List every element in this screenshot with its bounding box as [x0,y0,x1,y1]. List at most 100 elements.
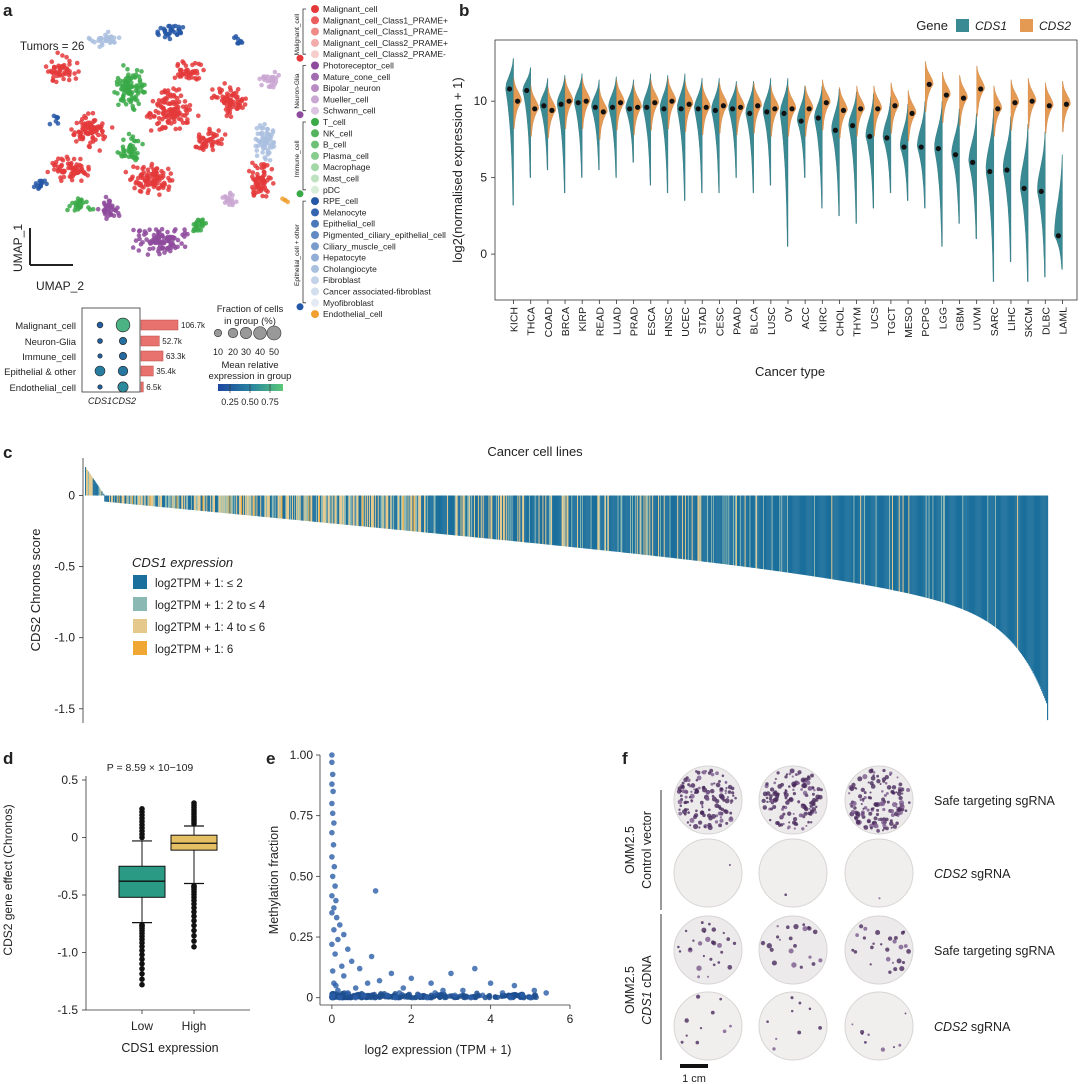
waterfall-bar [714,495,716,564]
waterfall-bar [358,495,360,527]
violin-cds1 [659,74,669,194]
waterfall-bar [845,495,847,582]
waterfall-bar [947,495,949,605]
umap-point [60,53,65,58]
scatter-point [332,951,338,957]
scatter-point [392,994,399,1001]
waterfall-bar [709,495,712,563]
umap-point [69,127,74,132]
waterfall-bar [130,495,132,505]
waterfall-bar [692,495,694,561]
waterfall-bar [206,495,208,512]
waterfall-bar [136,495,138,505]
colony [717,811,722,816]
waterfall-bar [808,495,810,576]
waterfall-bar [1042,495,1044,694]
colony [848,792,851,795]
waterfall-bar [174,495,176,509]
legend-label: Cancer associated-fibroblast [323,287,431,297]
waterfall-bar [250,495,252,516]
waterfall-bar [243,495,245,515]
umap-point [159,226,165,232]
waterfall-bar [527,495,530,543]
waterfall-bar [652,495,654,556]
umap-point [130,84,135,89]
waterfall-bar [85,468,88,496]
waterfall-bar [864,495,866,585]
waterfall-bar [1008,495,1010,640]
row-label-rest: sgRNA [967,1020,1011,1034]
y-tick-label: 0 [68,489,75,503]
waterfall-bar [330,495,332,524]
scatter-point [368,953,375,960]
colony [768,797,772,801]
outlier-point [191,909,197,915]
waterfall-bar [167,495,169,508]
waterfall-bar [639,495,641,555]
waterfall-bar [468,495,470,537]
legend-dot [311,151,319,160]
waterfall-bar [650,495,652,556]
scatter-point [335,936,341,943]
violin-cds1 [1003,116,1012,263]
umap-point [58,175,63,180]
waterfall-bar [440,495,442,534]
waterfall-bar [616,495,618,552]
umap-point [113,207,118,213]
umap-point [153,177,158,183]
waterfall-bar [982,495,984,620]
waterfall-bar [490,495,492,539]
waterfall-bar [605,495,608,551]
legend-bracket [302,8,306,55]
colony [858,794,863,799]
waterfall-bar [267,495,269,518]
colony [881,790,884,793]
group-label-rest: cDNA [640,955,654,992]
median-cds2 [909,110,915,117]
colony [782,805,785,809]
x-tick-label: PRAD [629,307,641,337]
waterfall-bar [255,495,257,517]
scatter-point [487,980,494,986]
violin-cds1 [745,81,754,194]
median-cds1 [541,103,547,109]
umap-point [76,69,81,74]
waterfall-bar [420,495,422,532]
waterfall-bar [303,495,305,521]
umap-point [175,61,181,67]
waterfall-bar [965,495,967,611]
dotplot-count-label: 6.5k [146,383,162,392]
colony [781,807,785,811]
waterfall-bar [442,495,444,535]
umap-point [228,114,234,120]
waterfall-bar [541,495,543,544]
median-cds1 [712,107,718,113]
waterfall-bar [718,495,720,564]
legend-label: Photoreceptor_cell [323,61,394,71]
waterfall-bar [210,495,212,512]
waterfall-bar [163,495,166,508]
umap-point [135,150,140,156]
colony [710,1010,715,1015]
waterfall-bar [375,495,377,528]
umap-point [184,120,189,125]
waterfall-bar [467,495,469,537]
colony [807,785,813,791]
waterfall-bar [755,495,757,569]
scatter-point [364,980,371,986]
waterfall-bar [409,495,411,531]
waterfall-bar [602,495,604,551]
umap-point [125,74,130,80]
colony [788,785,791,788]
waterfall-bar [610,495,612,552]
umap-point [216,141,221,146]
waterfall-bar [881,495,883,588]
umap-point [231,91,236,97]
waterfall-bar [384,495,386,529]
waterfall-bar [574,495,576,548]
legend-label: Endothelial_cell [323,309,383,319]
waterfall-bar [888,495,890,590]
waterfall-bar [135,495,137,505]
waterfall-bar [251,495,253,516]
